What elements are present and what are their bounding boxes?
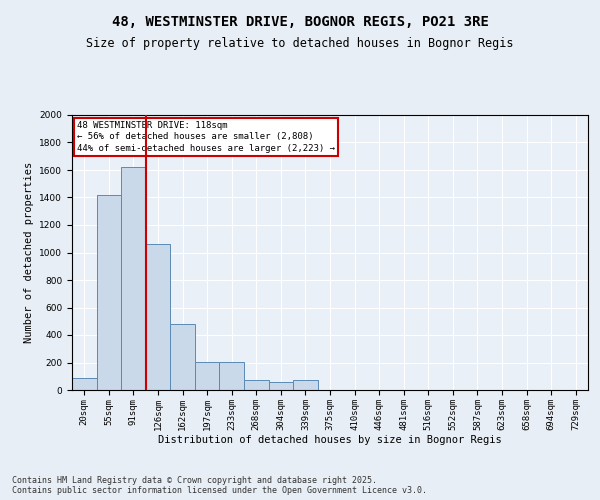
Bar — [269, 382, 293, 390]
Bar — [195, 362, 220, 390]
Bar — [170, 324, 195, 390]
Bar — [244, 380, 269, 390]
Text: 48, WESTMINSTER DRIVE, BOGNOR REGIS, PO21 3RE: 48, WESTMINSTER DRIVE, BOGNOR REGIS, PO2… — [112, 15, 488, 29]
Bar — [72, 378, 97, 390]
Bar — [146, 244, 170, 390]
Text: 48 WESTMINSTER DRIVE: 118sqm
← 56% of detached houses are smaller (2,808)
44% of: 48 WESTMINSTER DRIVE: 118sqm ← 56% of de… — [77, 120, 335, 153]
X-axis label: Distribution of detached houses by size in Bognor Regis: Distribution of detached houses by size … — [158, 436, 502, 446]
Text: Contains HM Land Registry data © Crown copyright and database right 2025.
Contai: Contains HM Land Registry data © Crown c… — [12, 476, 427, 495]
Y-axis label: Number of detached properties: Number of detached properties — [24, 162, 34, 343]
Bar — [97, 194, 121, 390]
Bar — [293, 380, 318, 390]
Bar — [121, 167, 146, 390]
Text: Size of property relative to detached houses in Bognor Regis: Size of property relative to detached ho… — [86, 38, 514, 51]
Bar — [220, 362, 244, 390]
